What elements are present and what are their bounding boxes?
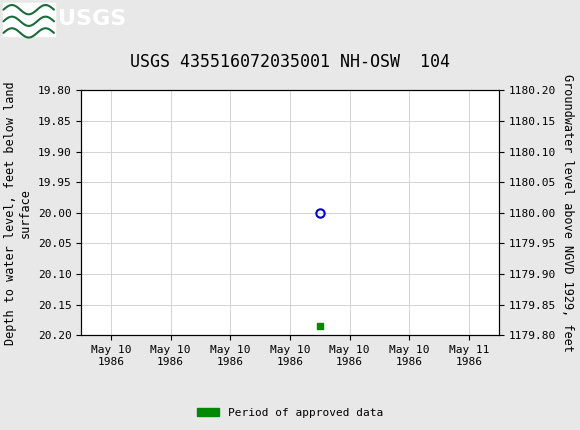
FancyBboxPatch shape: [3, 3, 55, 36]
Legend: Period of approved data: Period of approved data: [193, 403, 387, 422]
Text: USGS 435516072035001 NH-OSW  104: USGS 435516072035001 NH-OSW 104: [130, 53, 450, 71]
Y-axis label: Depth to water level, feet below land
surface: Depth to water level, feet below land su…: [4, 81, 32, 345]
Y-axis label: Groundwater level above NGVD 1929, feet: Groundwater level above NGVD 1929, feet: [561, 74, 574, 352]
Text: USGS: USGS: [58, 9, 126, 29]
